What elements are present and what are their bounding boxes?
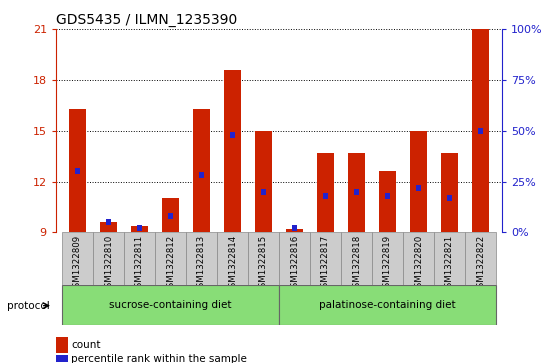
Bar — [286, 229, 303, 232]
Bar — [137, 225, 142, 231]
Bar — [279, 285, 496, 325]
Bar — [75, 168, 80, 174]
Bar — [261, 189, 267, 195]
Bar — [124, 232, 155, 285]
Bar — [93, 232, 124, 285]
Bar — [167, 213, 174, 219]
Text: GSM1322822: GSM1322822 — [476, 235, 485, 293]
Bar — [291, 225, 297, 231]
Bar — [384, 193, 391, 199]
Bar — [155, 232, 186, 285]
Bar — [416, 184, 421, 191]
Bar — [434, 232, 465, 285]
Bar — [341, 232, 372, 285]
Bar — [317, 153, 334, 232]
Bar — [105, 219, 112, 225]
Bar — [229, 132, 235, 138]
Bar — [62, 232, 93, 285]
Text: GSM1322811: GSM1322811 — [135, 235, 144, 293]
Bar — [279, 232, 310, 285]
Bar — [217, 232, 248, 285]
Bar — [472, 29, 489, 232]
Text: count: count — [71, 340, 101, 350]
Text: GSM1322813: GSM1322813 — [197, 235, 206, 293]
Bar — [199, 172, 204, 179]
Text: GSM1322815: GSM1322815 — [259, 235, 268, 293]
Bar — [248, 232, 279, 285]
Text: protocol: protocol — [7, 301, 50, 311]
Text: GDS5435 / ILMN_1235390: GDS5435 / ILMN_1235390 — [56, 13, 237, 26]
Bar — [62, 285, 279, 325]
Bar — [131, 225, 148, 232]
Bar — [255, 131, 272, 232]
Bar — [446, 195, 453, 201]
Text: GSM1322818: GSM1322818 — [352, 235, 361, 293]
Bar — [441, 153, 458, 232]
Text: GSM1322814: GSM1322814 — [228, 235, 237, 293]
Bar — [410, 131, 427, 232]
Bar — [224, 70, 241, 232]
Bar — [323, 193, 329, 199]
Bar — [100, 222, 117, 232]
Bar — [69, 109, 86, 232]
Text: GSM1322817: GSM1322817 — [321, 235, 330, 293]
Bar — [186, 232, 217, 285]
Text: GSM1322820: GSM1322820 — [414, 235, 423, 293]
Text: GSM1322809: GSM1322809 — [73, 235, 82, 293]
Text: GSM1322819: GSM1322819 — [383, 235, 392, 293]
Text: percentile rank within the sample: percentile rank within the sample — [71, 354, 247, 363]
Bar — [310, 232, 341, 285]
Bar — [348, 153, 365, 232]
Text: GSM1322821: GSM1322821 — [445, 235, 454, 293]
Text: GSM1322812: GSM1322812 — [166, 235, 175, 293]
Text: sucrose-containing diet: sucrose-containing diet — [109, 300, 232, 310]
Bar — [379, 171, 396, 232]
Text: GSM1322816: GSM1322816 — [290, 235, 299, 293]
Bar — [193, 109, 210, 232]
Bar — [372, 232, 403, 285]
Text: GSM1322810: GSM1322810 — [104, 235, 113, 293]
Bar — [354, 189, 359, 195]
Bar — [478, 128, 483, 134]
Bar — [465, 232, 496, 285]
Text: palatinose-containing diet: palatinose-containing diet — [319, 300, 456, 310]
Bar — [162, 199, 179, 232]
Bar — [403, 232, 434, 285]
